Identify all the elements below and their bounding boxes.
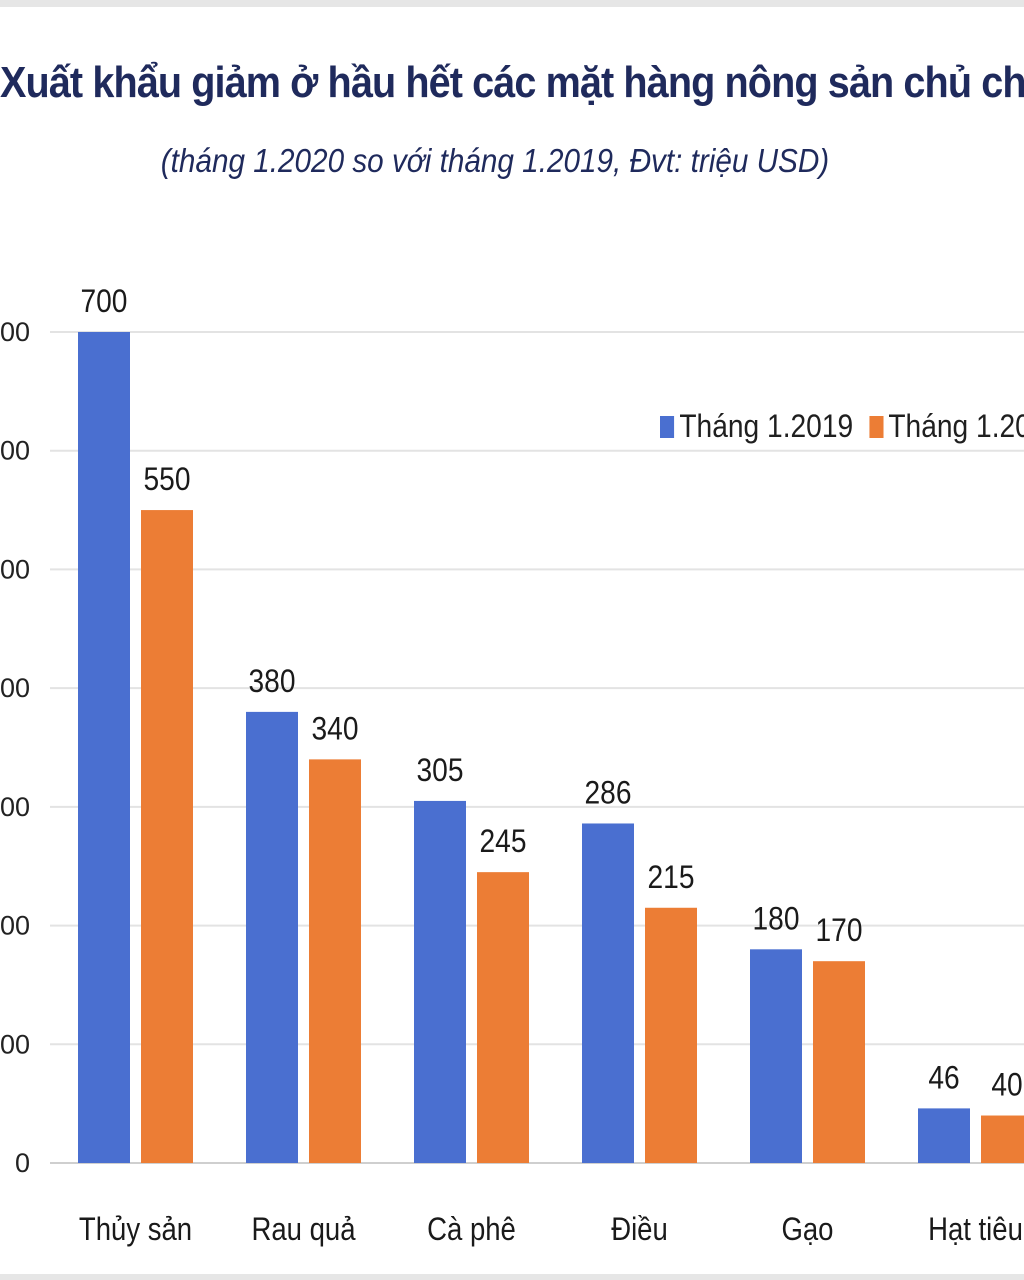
data-label: 40 [991,1068,1022,1103]
bar-2020 [141,510,193,1164]
legend-label-2020: Tháng 1.2020 [888,408,1024,444]
legend-label-2019: Tháng 1.2019 [679,408,854,444]
data-label: 180 [753,902,800,937]
bar-2019 [414,800,466,1163]
y-tick-label: 300 [0,792,30,822]
data-label: 700 [81,284,128,319]
y-tick-label: 700 [0,317,30,347]
gridlines [50,331,1024,1164]
y-tick-label: 200 [0,911,30,941]
bars [78,332,1024,1164]
x-category-label: Điều [611,1212,668,1247]
legend: Tháng 1.2019 Tháng 1.2020 [660,408,1024,445]
data-label: 245 [480,825,527,860]
bar-2020 [981,1115,1024,1163]
x-category-label: Rau quả [252,1212,356,1247]
y-tick-label: 600 [0,436,30,466]
x-category-label: Thủy sản [79,1212,192,1247]
bar-2019 [918,1108,970,1163]
chart-title: Xuất khẩu giảm ở hầu hết các mặt hàng nô… [0,58,1024,107]
x-category-label: Gạo [782,1212,834,1247]
x-category-label: Cà phê [427,1212,516,1247]
bar-2019 [582,823,634,1163]
legend-item-2019: Tháng 1.2019 [660,408,853,445]
data-label: 215 [648,860,695,895]
legend-swatch-2019 [660,415,675,438]
y-tick-label: 0 [15,1148,30,1178]
data-label: 550 [144,462,191,497]
bar-2019 [246,711,298,1163]
data-label: 340 [312,712,359,747]
bar-2019 [750,949,802,1163]
y-tick-label: 500 [0,554,30,584]
legend-swatch-2020 [869,415,884,438]
chart-subtitle: (tháng 1.2020 so với tháng 1.2019, Đvt: … [160,142,830,179]
y-tick-label: 400 [0,673,30,703]
bar-2019 [78,332,130,1163]
x-category-label: Hạt tiêu [928,1212,1023,1247]
top-frame-strip [0,0,1024,7]
legend-item-2020: Tháng 1.2020 [869,408,1024,445]
value-labels: 700 550 380 340 305 245 286 215 180 170 46 40 [81,284,1023,1103]
category-labels: Thủy sản Rau quả Cà phê Điều Gạo Hạt tiêu [79,1212,1023,1247]
bottom-frame-strip [0,1274,1024,1280]
bar-2020 [645,907,697,1163]
data-label: 380 [249,664,296,699]
bar-2020 [309,759,361,1163]
y-axis-ticks: 0 100 200 300 400 500 600 700 [0,317,30,1178]
data-label: 46 [928,1061,959,1096]
y-tick-label: 100 [0,1029,30,1059]
bar-2020 [813,961,865,1163]
data-label: 170 [816,914,863,949]
data-label: 305 [417,753,464,788]
bar-2020 [477,872,529,1163]
data-label: 286 [585,776,632,811]
